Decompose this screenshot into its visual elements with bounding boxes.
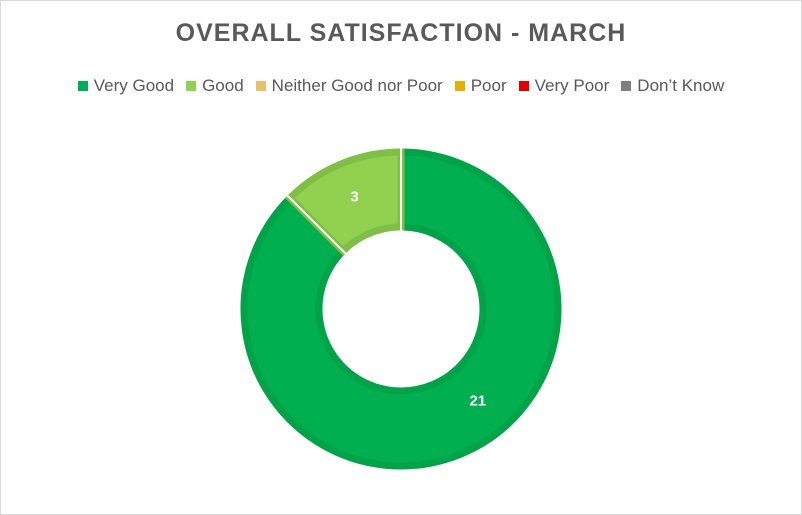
- legend-label: Poor: [470, 76, 507, 95]
- legend-swatch: [186, 81, 197, 91]
- legend-label: Very Poor: [534, 76, 610, 95]
- legend-swatch: [255, 81, 266, 91]
- legend-item: Good: [186, 76, 244, 96]
- legend-label: Don’t Know: [637, 76, 725, 95]
- legend-label: Neither Good nor Poor: [271, 76, 443, 95]
- chart-title: OVERALL SATISFACTION - MARCH: [175, 19, 627, 47]
- data-label: 3: [350, 189, 358, 206]
- legend-swatch: [77, 81, 88, 91]
- legend-item: Neither Good nor Poor: [255, 76, 443, 96]
- legend: Very Good Good Neither Good nor Poor Poor Ve…: [1, 75, 801, 97]
- slice-separator: [286, 194, 347, 255]
- legend-item: Don’t Know: [621, 76, 724, 96]
- legend-swatch: [518, 81, 529, 91]
- legend-label: Good: [202, 76, 244, 95]
- legend-label: Very Good: [93, 76, 175, 95]
- legend-swatch: [621, 81, 632, 91]
- legend-swatch: [454, 81, 465, 91]
- legend-item: Very Poor: [518, 76, 610, 96]
- legend-item: Very Good: [77, 76, 175, 96]
- doughnut-slice: [240, 148, 562, 470]
- legend-item: Poor: [454, 76, 507, 96]
- data-label: 21: [469, 393, 486, 410]
